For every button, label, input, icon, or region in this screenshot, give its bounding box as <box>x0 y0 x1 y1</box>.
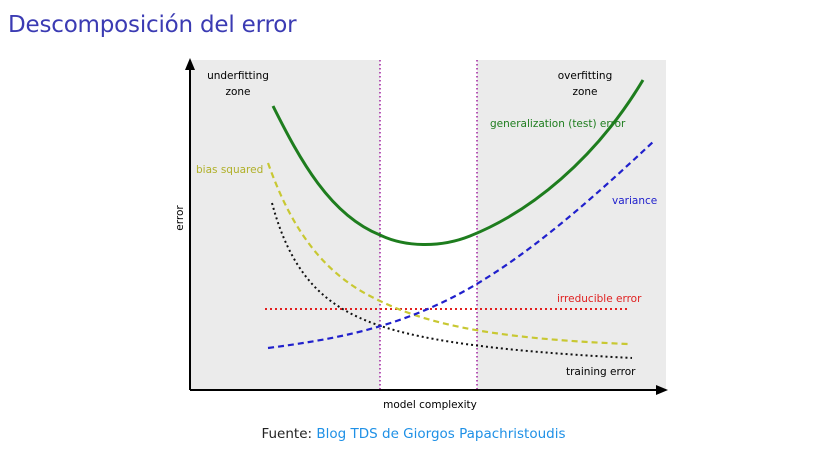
zone-right-label-line1: overfitting <box>558 70 613 82</box>
caption-source-link[interactable]: Blog TDS de Giorgos Papachristoudis <box>316 426 566 442</box>
optimal-zone <box>380 60 477 390</box>
zone-right-label-line2: zone <box>572 86 597 98</box>
generalization-error-label: generalization (test) error <box>490 118 626 130</box>
caption-prefix: Fuente: <box>261 426 313 442</box>
y-axis-arrow <box>185 58 195 70</box>
x-axis-arrow <box>656 385 668 395</box>
variance-label: variance <box>612 195 657 207</box>
bias-squared-label: bias squared <box>196 164 263 176</box>
slide-title: Descomposición del error <box>8 12 297 38</box>
bias-squared-curve <box>266 162 629 346</box>
training-error-label: training error <box>566 366 636 378</box>
variance-curve <box>267 139 656 350</box>
irreducible-error-label: irreducible error <box>557 293 642 305</box>
figure-caption: Fuente: Blog TDS de Giorgos Papachristou… <box>0 426 827 442</box>
zone-left-label-line1: underfitting <box>207 70 269 82</box>
y-axis-label: error <box>174 205 186 231</box>
zone-left-label-line2: zone <box>225 86 250 98</box>
generalization-error-curve <box>271 79 645 246</box>
x-axis-label: model complexity <box>383 399 477 411</box>
